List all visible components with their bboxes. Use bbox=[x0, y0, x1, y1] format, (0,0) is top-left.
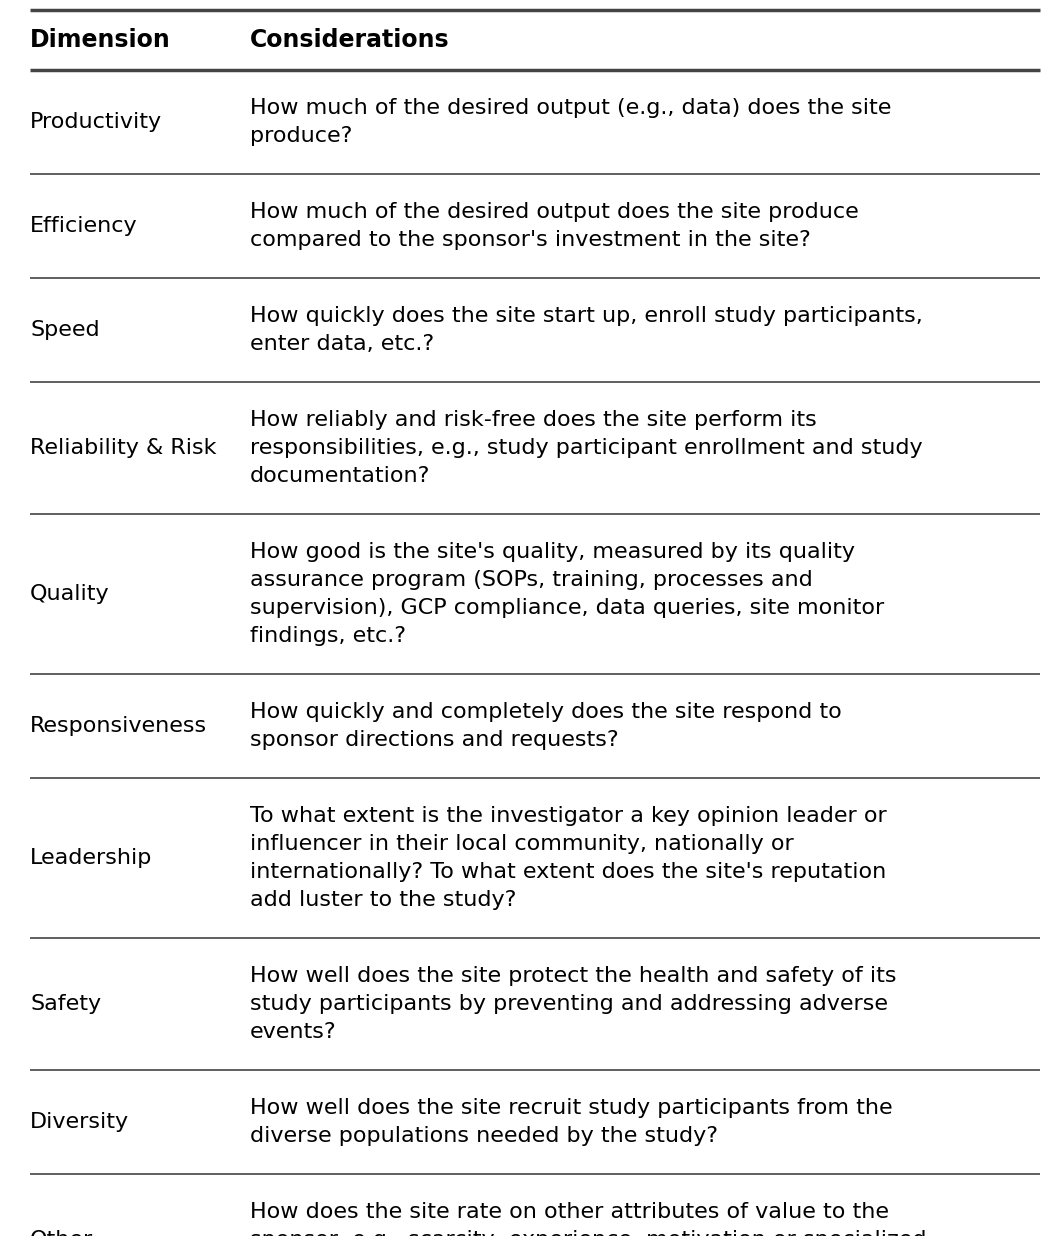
Text: produce?: produce? bbox=[250, 126, 353, 146]
Text: Productivity: Productivity bbox=[30, 112, 162, 132]
Text: supervision), GCP compliance, data queries, site monitor: supervision), GCP compliance, data queri… bbox=[250, 598, 885, 618]
Text: Considerations: Considerations bbox=[250, 28, 449, 52]
Text: How good is the site's quality, measured by its quality: How good is the site's quality, measured… bbox=[250, 543, 855, 562]
Text: How much of the desired output does the site produce: How much of the desired output does the … bbox=[250, 201, 859, 222]
Text: How much of the desired output (e.g., data) does the site: How much of the desired output (e.g., da… bbox=[250, 98, 891, 117]
Text: Quality: Quality bbox=[30, 583, 109, 604]
Text: Responsiveness: Responsiveness bbox=[30, 716, 207, 735]
Text: How quickly does the site start up, enroll study participants,: How quickly does the site start up, enro… bbox=[250, 307, 923, 326]
Text: diverse populations needed by the study?: diverse populations needed by the study? bbox=[250, 1126, 718, 1146]
Text: documentation?: documentation? bbox=[250, 466, 430, 486]
Text: Efficiency: Efficiency bbox=[30, 216, 138, 236]
Text: responsibilities, e.g., study participant enrollment and study: responsibilities, e.g., study participan… bbox=[250, 438, 923, 459]
Text: How reliably and risk-free does the site perform its: How reliably and risk-free does the site… bbox=[250, 410, 817, 430]
Text: Dimension: Dimension bbox=[30, 28, 171, 52]
Text: influencer in their local community, nationally or: influencer in their local community, nat… bbox=[250, 834, 793, 854]
Text: How does the site rate on other attributes of value to the: How does the site rate on other attribut… bbox=[250, 1201, 889, 1222]
Text: findings, etc.?: findings, etc.? bbox=[250, 625, 406, 646]
Text: events?: events? bbox=[250, 1022, 337, 1042]
Text: Other: Other bbox=[30, 1230, 93, 1236]
Text: Diversity: Diversity bbox=[30, 1112, 130, 1132]
Text: sponsor directions and requests?: sponsor directions and requests? bbox=[250, 730, 619, 750]
Text: enter data, etc.?: enter data, etc.? bbox=[250, 334, 434, 353]
Text: study participants by preventing and addressing adverse: study participants by preventing and add… bbox=[250, 994, 888, 1014]
Text: internationally? To what extent does the site's reputation: internationally? To what extent does the… bbox=[250, 861, 887, 883]
Text: How well does the site protect the health and safety of its: How well does the site protect the healt… bbox=[250, 967, 896, 986]
Text: sponsor, e.g., scarcity, experience, motivation or specialized: sponsor, e.g., scarcity, experience, mot… bbox=[250, 1230, 926, 1236]
Text: To what extent is the investigator a key opinion leader or: To what extent is the investigator a key… bbox=[250, 806, 887, 826]
Text: Speed: Speed bbox=[30, 320, 100, 340]
Text: add luster to the study?: add luster to the study? bbox=[250, 890, 516, 910]
Text: assurance program (SOPs, training, processes and: assurance program (SOPs, training, proce… bbox=[250, 570, 812, 590]
Text: How well does the site recruit study participants from the: How well does the site recruit study par… bbox=[250, 1098, 893, 1119]
Text: Leadership: Leadership bbox=[30, 848, 152, 868]
Text: compared to the sponsor's investment in the site?: compared to the sponsor's investment in … bbox=[250, 230, 810, 250]
Text: Safety: Safety bbox=[30, 994, 101, 1014]
Text: Reliability & Risk: Reliability & Risk bbox=[30, 438, 217, 459]
Text: How quickly and completely does the site respond to: How quickly and completely does the site… bbox=[250, 702, 842, 722]
